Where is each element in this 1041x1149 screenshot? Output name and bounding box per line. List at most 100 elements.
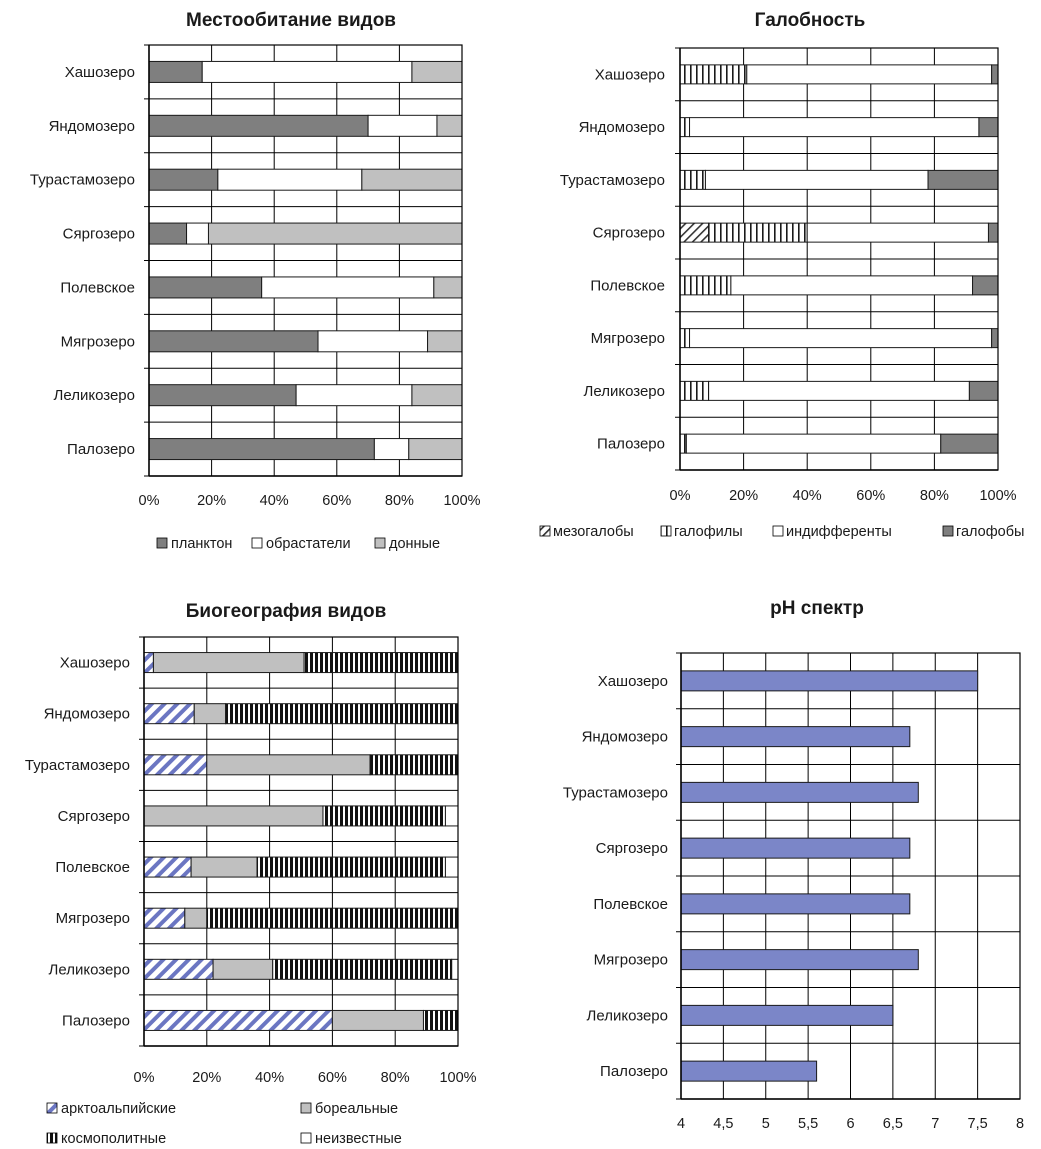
legend-label-indifferent: индифференты — [786, 524, 892, 540]
category-label: Яндомозеро — [582, 729, 668, 746]
bar-segment — [184, 907, 208, 929]
chart-legend: мезогалобы галофилы индифференты галофоб… — [539, 524, 1024, 540]
x-tick-label: 6,5 — [883, 1116, 903, 1132]
bar-segment — [679, 433, 687, 454]
category-label: Леликозеро — [49, 961, 130, 978]
category-label: Сяргозеро — [596, 840, 668, 857]
category-label: Леликозеро — [587, 1007, 668, 1024]
legend-label-unknown: неизвестные — [315, 1131, 402, 1147]
legend-label-boreal: бореальные — [315, 1101, 398, 1117]
bar-segment — [708, 380, 970, 401]
category-label: Полевское — [593, 896, 668, 913]
bar-segment — [991, 64, 999, 85]
x-tick-label: 60% — [322, 493, 351, 509]
category-label: Яндомозеро — [49, 118, 135, 135]
bar-segment — [143, 1009, 333, 1031]
bar-segment — [256, 856, 446, 878]
bar-segment — [927, 169, 999, 190]
x-tick-label: 80% — [381, 1070, 410, 1086]
category-label: Турастамозеро — [30, 172, 135, 189]
legend-swatch-mesohalobes — [539, 525, 551, 537]
legend-swatch-halophobes — [942, 525, 954, 537]
category-label: Палозеро — [600, 1063, 668, 1080]
x-tick-label: 4 — [677, 1116, 685, 1132]
bar-segment — [708, 222, 808, 243]
bar-segment — [444, 856, 459, 878]
bar-segment — [704, 169, 929, 190]
bar-segment — [444, 805, 459, 827]
category-label: Хашозеро — [595, 66, 665, 83]
category-label: Турастамозеро — [560, 172, 665, 189]
bar-segment — [746, 64, 993, 85]
chart-title: Биогеография видов — [186, 601, 387, 622]
bar-segment — [433, 276, 463, 299]
bar-segment — [679, 222, 710, 243]
category-label: Палозеро — [62, 1012, 130, 1029]
legend-label-plankton: планктон — [171, 536, 232, 552]
bar-segment — [680, 949, 919, 971]
bar-segment — [978, 117, 999, 138]
bar-segment — [680, 726, 911, 748]
bar-segment — [451, 958, 459, 980]
bar-segment — [422, 1009, 459, 1031]
legend-swatch-unknown — [300, 1132, 312, 1144]
bar-segment — [143, 754, 208, 776]
bar-segment — [987, 222, 999, 243]
bar-segment — [143, 958, 214, 980]
x-tick-label: 100% — [979, 488, 1016, 504]
legend-swatch-halophiles — [660, 525, 672, 537]
bar-segment — [190, 856, 258, 878]
x-tick-label: 5,5 — [798, 1116, 818, 1132]
bar-segment — [261, 276, 435, 299]
x-tick-label: 7,5 — [968, 1116, 988, 1132]
x-tick-label: 0% — [139, 493, 160, 509]
x-tick-label: 8 — [1016, 1116, 1024, 1132]
legend-swatch-benthic — [374, 537, 386, 549]
x-tick-label: 5 — [762, 1116, 770, 1132]
x-tick-label: 20% — [729, 488, 758, 504]
bar-segment — [272, 958, 453, 980]
legend-label-benthic: донные — [389, 536, 440, 552]
legend-label-halophobes: галофобы — [956, 524, 1024, 540]
bar-segment — [186, 222, 209, 245]
category-label: Хашозеро — [65, 64, 135, 81]
category-label: Хашозеро — [60, 655, 130, 672]
bar-segment — [152, 652, 305, 674]
bar-segment — [143, 652, 154, 674]
category-label: Яндомозеро — [44, 706, 130, 723]
category-label: Полевское — [55, 859, 130, 876]
x-tick-label: 40% — [793, 488, 822, 504]
bar-segment — [201, 60, 413, 83]
x-tick-label: 60% — [856, 488, 885, 504]
x-tick-label: 0% — [134, 1070, 155, 1086]
category-label: Сяргозеро — [63, 226, 135, 243]
category-label: Палозеро — [67, 441, 135, 458]
category-label: Полевское — [590, 277, 665, 294]
legend-swatch-indifferent — [772, 525, 784, 537]
bar-segment — [148, 60, 203, 83]
plot-area: 0% 20% 40% 60% 80% 100% Хашозеро Яндомозеро Тура… — [25, 636, 477, 1086]
category-label: Сяргозеро — [593, 225, 665, 242]
bar-segment — [680, 781, 919, 803]
category-label: Мягрозеро — [61, 333, 135, 350]
bar-segment — [679, 328, 691, 349]
x-tick-label: 20% — [192, 1070, 221, 1086]
bar-segment — [143, 856, 192, 878]
chart-legend: арктоальпийские бореальные космополитные… — [46, 1101, 402, 1147]
bar-segment — [679, 275, 732, 296]
bar-segment — [427, 330, 463, 353]
legend-label-periphyton: обрастатели — [266, 536, 351, 552]
category-label: Леликозеро — [54, 387, 135, 404]
bar-segment — [143, 907, 186, 929]
bar-segment — [680, 893, 911, 915]
bar-segment — [940, 433, 999, 454]
category-label: Яндомозеро — [579, 119, 665, 136]
bar-segment — [331, 1009, 424, 1031]
bar-segment — [369, 754, 459, 776]
bar-segment — [206, 754, 371, 776]
legend-label-cosmopolitan: космополитные — [61, 1131, 166, 1147]
x-tick-label: 6 — [846, 1116, 854, 1132]
chart-title: Галобность — [755, 10, 866, 31]
bar-segment — [680, 1004, 894, 1026]
